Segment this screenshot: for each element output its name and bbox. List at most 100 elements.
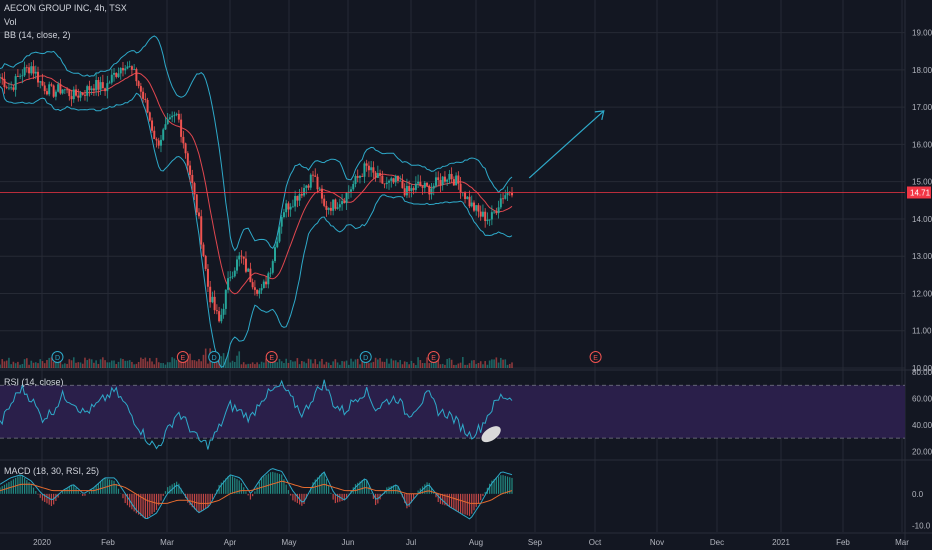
volume-bar: [77, 362, 80, 368]
volume-bar: [93, 362, 95, 368]
volume-bar: [204, 348, 207, 368]
volume-bar: [343, 361, 346, 368]
macd-histogram-bar: [220, 482, 222, 494]
candle: [81, 92, 84, 95]
candle: [352, 184, 355, 190]
candle: [146, 100, 149, 113]
candle: [479, 211, 482, 217]
volume-bar: [341, 361, 343, 368]
candle: [459, 183, 462, 193]
volume-bar: [336, 362, 339, 368]
macd-histogram-bar: [227, 476, 229, 494]
x-tick-label: Feb: [101, 538, 115, 547]
volume-bar: [61, 364, 64, 368]
macd-histogram-bar: [187, 493, 189, 503]
volume-bar: [390, 358, 393, 368]
rsi-line: [0, 379, 513, 450]
volume-bar: [495, 357, 498, 368]
macd-histogram-bar: [209, 493, 211, 505]
candle: [419, 181, 422, 187]
candle: [19, 75, 22, 77]
macd-histogram-bar: [178, 483, 180, 494]
macd-histogram-bar: [312, 482, 314, 494]
volume-bar: [37, 363, 39, 368]
candle: [385, 182, 388, 184]
volume-bar: [84, 357, 86, 368]
volume-bar: [361, 357, 364, 368]
macd-histogram-bar: [131, 493, 133, 510]
volume-bar: [88, 358, 91, 368]
candle: [289, 206, 292, 210]
volume-bar: [222, 353, 225, 368]
candle: [403, 188, 406, 196]
candle: [83, 94, 86, 96]
event-marker-label: D: [55, 355, 60, 362]
volume-bar: [403, 361, 406, 368]
volume-bar: [122, 359, 124, 368]
volume-bar: [479, 361, 482, 368]
macd-histogram-bar: [466, 493, 468, 516]
candle: [213, 296, 216, 311]
candle: [135, 69, 138, 82]
dividend-marker: [208, 351, 221, 363]
volume-bar: [236, 355, 238, 368]
y-tick-label: 19.00: [912, 29, 932, 38]
macd-histogram-bar: [363, 478, 366, 494]
candle: [443, 176, 446, 182]
macd-histogram-bar: [138, 493, 140, 515]
macd-histogram-bar: [21, 476, 23, 494]
macd-tick-label: -10.0: [912, 522, 931, 531]
macd-histogram-bar: [256, 486, 258, 494]
macd-histogram-bar: [117, 488, 120, 494]
rsi-pane[interactable]: [0, 379, 905, 450]
macd-line: [0, 468, 513, 520]
y-tick-label: 16.00: [912, 140, 932, 149]
volume-bar: [459, 362, 462, 368]
candle: [258, 290, 261, 294]
volume-bar: [383, 361, 386, 368]
macd-histogram-bar: [354, 484, 357, 494]
x-tick-label: Mar: [895, 538, 909, 547]
candle: [119, 68, 122, 74]
candle: [126, 66, 129, 69]
candle: [432, 185, 435, 189]
volume-bar: [231, 360, 234, 368]
macd-histogram-bar: [287, 490, 290, 494]
volume-bar: [23, 359, 26, 368]
macd-histogram-bar: [169, 485, 171, 494]
candle: [336, 207, 339, 209]
macd-histogram-bar: [366, 480, 368, 494]
candle: [231, 276, 234, 278]
x-tick-label: Aug: [469, 538, 483, 547]
candle: [43, 85, 46, 92]
volume-bar: [171, 357, 173, 368]
macd-histogram-bar: [290, 493, 292, 496]
macd-histogram-bar: [493, 479, 495, 494]
macd-histogram-bar: [301, 493, 303, 506]
macd-histogram-bar: [211, 493, 214, 500]
macd-histogram-bar: [37, 493, 39, 495]
volume-bar: [477, 362, 480, 368]
x-tick-label: Apr: [224, 538, 237, 547]
candle: [390, 178, 393, 181]
macd-histogram-bar: [62, 490, 64, 494]
candle: [157, 140, 160, 146]
candle: [30, 66, 33, 74]
volume-bar: [455, 364, 457, 368]
rsi-highlight-ellipse: [481, 426, 501, 443]
candle: [381, 175, 384, 184]
candle: [412, 188, 415, 190]
macd-pane[interactable]: [0, 468, 513, 520]
volume-bar: [327, 362, 330, 368]
volume-bar: [491, 359, 493, 368]
volume-bar: [323, 364, 325, 368]
event-marker-label: E: [431, 355, 436, 362]
macd-histogram-bar: [162, 493, 164, 496]
volume-bar: [412, 363, 415, 368]
candle: [329, 207, 332, 211]
volume-bar: [406, 361, 408, 368]
candle: [399, 180, 402, 182]
volume-bar: [184, 357, 187, 368]
